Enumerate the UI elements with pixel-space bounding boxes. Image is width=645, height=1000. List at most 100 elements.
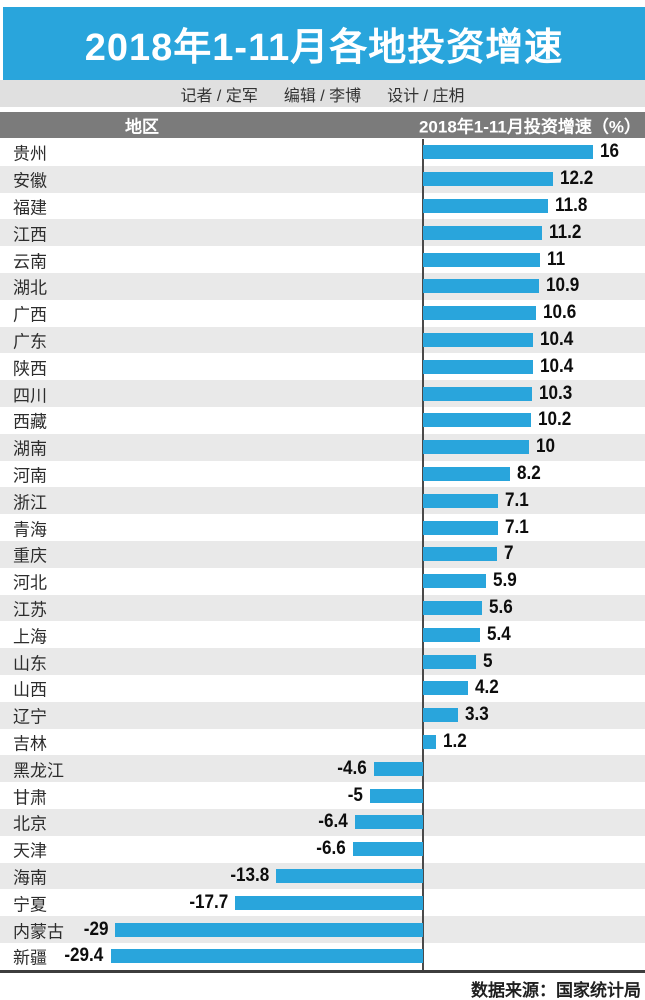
region-label: 云南 xyxy=(13,252,47,272)
region-label: 黑龙江 xyxy=(13,761,64,781)
bar xyxy=(423,466,511,481)
bar xyxy=(423,681,468,696)
region-label: 青海 xyxy=(13,520,47,540)
table-row: 湖北 10.9 xyxy=(0,272,645,300)
bar xyxy=(423,440,530,455)
table-row: 甘肃 -5 xyxy=(0,782,645,809)
bar xyxy=(115,922,423,937)
value-label: 10.2 xyxy=(538,409,572,431)
bar xyxy=(423,708,459,723)
table-header-row: 地区 2018年1-11月投资增速（%） xyxy=(0,112,645,138)
bar xyxy=(369,788,423,803)
title-banner: 2018年1-11月各地投资增速 xyxy=(3,7,645,80)
bar xyxy=(423,386,533,401)
credit-reporter: 记者 / 定军 xyxy=(180,87,258,105)
page-title: 2018年1-11月各地投资增速 xyxy=(84,27,564,69)
table-row: 河北 5.9 xyxy=(0,568,645,595)
region-label: 西藏 xyxy=(13,412,47,432)
table-row: 宁夏 -17.7 xyxy=(0,889,645,916)
bar xyxy=(423,547,498,562)
value-label: -13.8 xyxy=(230,864,270,886)
table-row: 辽宁 3.3 xyxy=(0,701,645,729)
bar xyxy=(423,198,549,213)
region-label: 湖北 xyxy=(13,278,47,298)
bar xyxy=(355,815,423,830)
bar xyxy=(110,949,423,964)
bar xyxy=(235,895,423,910)
value-label: 7 xyxy=(504,543,514,565)
region-label: 北京 xyxy=(13,814,47,834)
region-label: 甘肃 xyxy=(13,788,47,808)
table-row: 江西 11.2 xyxy=(0,219,645,247)
region-label: 福建 xyxy=(13,198,47,218)
table-row: 广西 10.6 xyxy=(0,300,645,327)
value-label: 10.4 xyxy=(540,355,574,377)
value-label: 11.2 xyxy=(548,221,582,243)
bar xyxy=(423,306,536,321)
value-label: 16 xyxy=(599,141,619,163)
bar xyxy=(276,868,423,883)
bar xyxy=(423,574,486,589)
region-label: 山西 xyxy=(13,680,47,700)
value-label: 3.3 xyxy=(465,704,489,726)
region-label: 内蒙古 xyxy=(13,922,64,941)
value-label: 7.1 xyxy=(505,489,530,511)
value-label: 5.9 xyxy=(492,570,517,592)
bar xyxy=(423,413,532,428)
table-row: 山东 5 xyxy=(0,648,645,675)
table-row: 海南 -13.8 xyxy=(0,862,645,890)
value-label: -17.7 xyxy=(189,891,229,913)
region-label: 吉林 xyxy=(13,734,47,754)
value-label: 5.4 xyxy=(487,623,512,645)
value-label: 5 xyxy=(483,650,493,672)
data-source-note: 数据来源：国家统计局 xyxy=(471,981,641,1000)
value-label: -5 xyxy=(347,784,363,806)
region-label: 辽宁 xyxy=(13,707,47,727)
value-label: 8.2 xyxy=(517,462,541,484)
table-row: 陕西 10.4 xyxy=(0,353,645,380)
bar xyxy=(423,359,534,374)
value-label: 11 xyxy=(546,248,565,270)
table-row: 福建 11.8 xyxy=(0,193,645,220)
region-label: 重庆 xyxy=(13,546,47,566)
table-row: 广东 10.4 xyxy=(0,326,645,354)
region-column-header: 地区 xyxy=(125,117,159,137)
region-label: 江西 xyxy=(13,225,47,245)
region-label: 四川 xyxy=(13,386,47,406)
value-label: 1.2 xyxy=(442,730,467,752)
table-row: 河南 8.2 xyxy=(0,461,645,488)
value-label: 4.2 xyxy=(474,677,499,699)
value-label: 10.4 xyxy=(540,328,574,350)
region-label: 宁夏 xyxy=(13,895,47,915)
credit-editor: 编辑 / 李博 xyxy=(283,87,362,105)
table-row: 四川 10.3 xyxy=(0,380,645,407)
bar xyxy=(423,225,542,240)
region-label: 江苏 xyxy=(13,600,47,620)
bar xyxy=(423,332,534,347)
value-label: -29 xyxy=(83,918,109,940)
value-label: -6.4 xyxy=(318,811,349,833)
bar xyxy=(423,600,483,615)
region-label: 海南 xyxy=(13,868,47,888)
bar xyxy=(423,654,477,669)
bar xyxy=(423,279,539,294)
table-row: 山西 4.2 xyxy=(0,675,645,702)
region-label: 湖南 xyxy=(13,439,47,459)
bar xyxy=(423,520,499,535)
bar xyxy=(423,627,481,642)
table-row: 安徽 12.2 xyxy=(0,165,645,193)
table-row: 浙江 7.1 xyxy=(0,487,645,515)
value-label: 10.6 xyxy=(542,302,576,324)
value-label: 10.9 xyxy=(545,275,580,297)
bar xyxy=(423,252,540,267)
region-label: 贵州 xyxy=(13,144,47,164)
table-row: 新疆 -29.4 xyxy=(0,943,645,970)
region-label: 浙江 xyxy=(13,493,47,513)
table-row: 贵州 16 xyxy=(0,139,645,166)
table-row: 内蒙古 -29 xyxy=(0,916,645,943)
bar xyxy=(423,734,436,749)
value-label: 7.1 xyxy=(505,516,530,538)
table-row: 江苏 5.6 xyxy=(0,594,645,622)
bar xyxy=(352,842,423,857)
